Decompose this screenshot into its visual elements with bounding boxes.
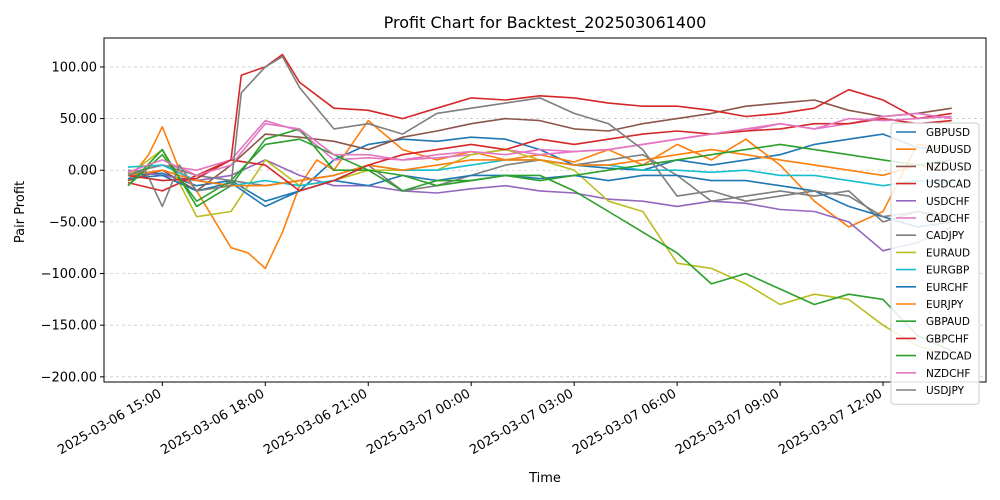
y-tick-label: −150.00	[41, 319, 97, 334]
y-tick-label: −100.00	[41, 267, 97, 282]
legend-label: CADJPY	[926, 230, 965, 242]
plot-frame	[103, 37, 987, 383]
series-line-nzdchf	[127, 115, 952, 177]
legend-label: EURAUD	[926, 247, 970, 259]
legend-label: USDJPY	[926, 385, 965, 397]
legend-label: EURGBP	[926, 265, 969, 277]
legend-label: CADCHF	[926, 213, 970, 225]
series-line-usdcad	[127, 53, 952, 192]
series-line-nzdusd	[127, 99, 952, 192]
legend-label: NZDCAD	[926, 351, 972, 363]
series-line-eurjpy	[127, 148, 952, 187]
series-line-gbpchf	[127, 117, 952, 192]
y-tick-label: 100.00	[52, 60, 98, 75]
y-axis-label: Pair Profit	[13, 181, 28, 243]
legend-label: AUDUSD	[926, 144, 971, 156]
legend-label: EURJPY	[926, 299, 964, 311]
series-line-usdjpy	[127, 55, 952, 223]
series-line-nzdcad	[127, 138, 952, 202]
legend-label: NZDCHF	[926, 368, 970, 380]
y-tick-label: 0.00	[68, 164, 97, 179]
legend-label: USDCAD	[926, 179, 971, 191]
y-tick-label: −50.00	[49, 215, 97, 230]
legend-label: GBPAUD	[926, 316, 970, 328]
legend-label: GBPCHF	[926, 333, 969, 345]
legend: GBPUSD AUDUSD NZDUSD USDCAD USDCHF CADCHF CADJ…	[890, 122, 980, 405]
legend-box	[890, 122, 980, 405]
series-lines	[127, 53, 953, 357]
x-axis-label: Time	[528, 471, 561, 486]
chart-title: Profit Chart for Backtest_202503061400	[384, 13, 707, 33]
series-line-gbpaud	[127, 128, 953, 352]
gridlines	[104, 66, 986, 378]
legend-label: EURCHF	[926, 282, 968, 294]
y-axis-ticks: 100.00 50.00 0.00 −50.00 −100.00 −150.00 −200.…	[41, 60, 104, 385]
legend-label: GBPUSD	[926, 127, 970, 139]
legend-label: NZDUSD	[926, 161, 972, 173]
y-tick-label: 50.00	[60, 112, 97, 127]
y-tick-label: −200.00	[41, 370, 97, 385]
legend-label: USDCHF	[926, 196, 970, 208]
